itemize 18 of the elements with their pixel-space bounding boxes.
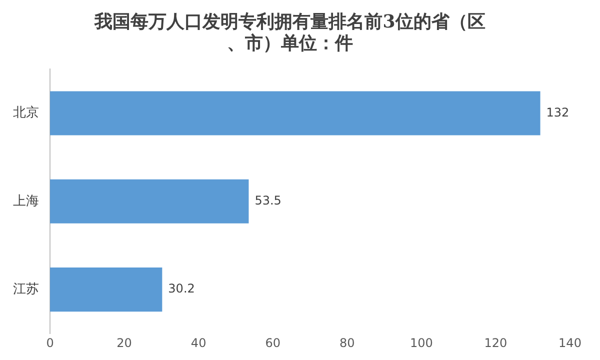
x-tick-label: 40: [190, 336, 206, 350]
x-tick-label: 80: [340, 336, 355, 350]
chart-title: 我国每万人口发明专利拥有量排名前3位的省（区、市）单位：件: [94, 11, 486, 54]
data-label: 30.2: [168, 282, 195, 296]
x-tick-label: 60: [265, 336, 280, 350]
bar: [50, 91, 540, 136]
x-tick-label: 140: [558, 336, 582, 350]
bar: [50, 268, 162, 312]
x-tick-label: 120: [484, 336, 508, 350]
y-tick-label: 江苏: [13, 282, 39, 297]
x-tick-label: 100: [410, 336, 433, 350]
y-tick-label: 北京: [13, 106, 39, 121]
x-tick-label: 20: [116, 336, 132, 350]
bar: [50, 179, 249, 224]
data-label: 53.5: [254, 194, 282, 208]
data-label: 132: [546, 105, 570, 120]
y-tick-label: 上海: [13, 194, 39, 209]
x-tick-label: 0: [46, 336, 54, 350]
